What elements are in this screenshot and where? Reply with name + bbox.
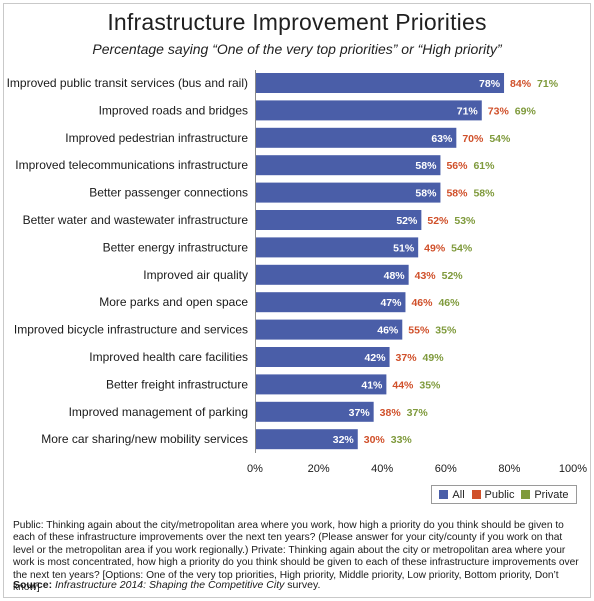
data-label-private: 52% bbox=[442, 270, 464, 282]
data-label-all: 52% bbox=[396, 215, 418, 227]
x-tick-label: 20% bbox=[308, 463, 330, 475]
legend: All Public Private bbox=[431, 485, 577, 504]
data-label-all: 71% bbox=[457, 105, 479, 117]
category-label: Better energy infrastructure bbox=[103, 240, 249, 254]
bar-all bbox=[256, 292, 406, 313]
chart-subtitle: Percentage saying “One of the very top p… bbox=[92, 41, 502, 57]
data-label-public: 84% bbox=[510, 78, 532, 90]
bar-all bbox=[256, 374, 387, 395]
footnote: Public: Thinking again about the city/me… bbox=[13, 520, 579, 594]
legend-label-all: All bbox=[452, 488, 465, 501]
data-label-all: 47% bbox=[380, 297, 402, 309]
data-label-private: 54% bbox=[489, 133, 511, 145]
data-label-public: 44% bbox=[392, 379, 414, 391]
data-label-all: 51% bbox=[393, 242, 415, 254]
category-label: More parks and open space bbox=[99, 295, 248, 309]
legend-item-public: Public bbox=[471, 488, 515, 501]
category-label: Improved bicycle infrastructure and serv… bbox=[14, 323, 248, 337]
category-label: Better freight infrastructure bbox=[106, 377, 248, 391]
data-label-private: 61% bbox=[473, 160, 495, 172]
data-label-all: 42% bbox=[365, 352, 387, 364]
category-label: Improved pedestrian infrastructure bbox=[65, 131, 248, 145]
source-suffix: survey. bbox=[284, 579, 321, 591]
bar-chart: Improved public transit services (bus an… bbox=[7, 70, 587, 475]
bar-all bbox=[256, 127, 457, 148]
data-label-all: 41% bbox=[361, 379, 383, 391]
bar-all bbox=[256, 237, 419, 258]
category-label: Better water and wastewater infrastructu… bbox=[23, 213, 249, 227]
bar-all bbox=[256, 73, 505, 93]
bar-all bbox=[256, 429, 358, 450]
bar-all bbox=[256, 264, 409, 285]
data-label-public: 52% bbox=[427, 215, 449, 227]
category-label: More car sharing/new mobility services bbox=[41, 432, 248, 446]
data-label-all: 58% bbox=[415, 188, 437, 200]
source-note: Source: Infrastructure 2014: Shaping the… bbox=[13, 579, 585, 591]
bar-all bbox=[256, 155, 441, 176]
data-label-public: 58% bbox=[446, 188, 468, 200]
data-label-public: 46% bbox=[411, 297, 433, 309]
data-label-public: 55% bbox=[408, 325, 430, 337]
data-label-private: 49% bbox=[423, 352, 445, 364]
data-label-private: 35% bbox=[435, 325, 457, 337]
data-label-private: 69% bbox=[515, 105, 537, 117]
source-title: Infrastructure 2014: Shaping the Competi… bbox=[55, 579, 285, 591]
legend-item-private: Private bbox=[521, 488, 569, 501]
data-label-private: 35% bbox=[419, 379, 441, 391]
data-label-all: 37% bbox=[349, 407, 371, 419]
data-label-all: 78% bbox=[479, 78, 501, 90]
data-label-public: 49% bbox=[424, 242, 446, 254]
category-label: Improved public transit services (bus an… bbox=[7, 76, 248, 90]
bar-all bbox=[256, 210, 422, 230]
data-label-private: 54% bbox=[451, 242, 473, 254]
data-label-public: 30% bbox=[364, 434, 386, 446]
x-tick-label: 100% bbox=[559, 463, 587, 475]
data-label-public: 38% bbox=[380, 407, 402, 419]
category-label: Improved telecommunications infrastructu… bbox=[15, 158, 248, 172]
data-label-all: 32% bbox=[333, 434, 355, 446]
chart-title: Infrastructure Improvement Priorities bbox=[107, 9, 487, 35]
legend-label-private: Private bbox=[534, 488, 569, 501]
x-tick-label: 40% bbox=[371, 463, 393, 475]
data-label-all: 46% bbox=[377, 325, 399, 337]
bar-all bbox=[256, 182, 441, 203]
source-label: Source: bbox=[13, 579, 53, 591]
category-label: Improved roads and bridges bbox=[99, 103, 248, 117]
data-label-private: 53% bbox=[454, 215, 476, 227]
x-tick-label: 60% bbox=[435, 463, 457, 475]
data-label-public: 37% bbox=[396, 352, 418, 364]
bar-all bbox=[256, 347, 390, 367]
category-label: Improved management of parking bbox=[69, 405, 248, 419]
bar-all bbox=[256, 319, 403, 340]
category-label: Improved health care facilities bbox=[89, 350, 248, 364]
data-label-public: 56% bbox=[446, 160, 468, 172]
data-label-private: 58% bbox=[473, 188, 495, 200]
category-label: Improved air quality bbox=[143, 268, 248, 282]
data-label-all: 48% bbox=[384, 270, 406, 282]
x-tick-label: 0% bbox=[247, 463, 263, 475]
data-label-public: 73% bbox=[488, 105, 510, 117]
legend-item-all: All bbox=[439, 488, 465, 501]
legend-label-public: Public bbox=[484, 488, 515, 501]
legend-swatch-public bbox=[471, 490, 481, 499]
bar-all bbox=[256, 401, 374, 422]
legend-swatch-all bbox=[439, 490, 449, 499]
data-label-all: 63% bbox=[431, 133, 453, 145]
data-label-private: 46% bbox=[438, 297, 460, 309]
data-label-private: 71% bbox=[537, 78, 559, 90]
category-label: Better passenger connections bbox=[89, 186, 248, 200]
x-tick-label: 80% bbox=[498, 463, 520, 475]
data-label-private: 33% bbox=[391, 434, 413, 446]
data-label-public: 43% bbox=[415, 270, 437, 282]
bar-all bbox=[256, 100, 482, 121]
data-label-all: 58% bbox=[415, 160, 437, 172]
data-label-private: 37% bbox=[407, 407, 429, 419]
data-label-public: 70% bbox=[462, 133, 484, 145]
legend-swatch-private bbox=[521, 490, 531, 499]
